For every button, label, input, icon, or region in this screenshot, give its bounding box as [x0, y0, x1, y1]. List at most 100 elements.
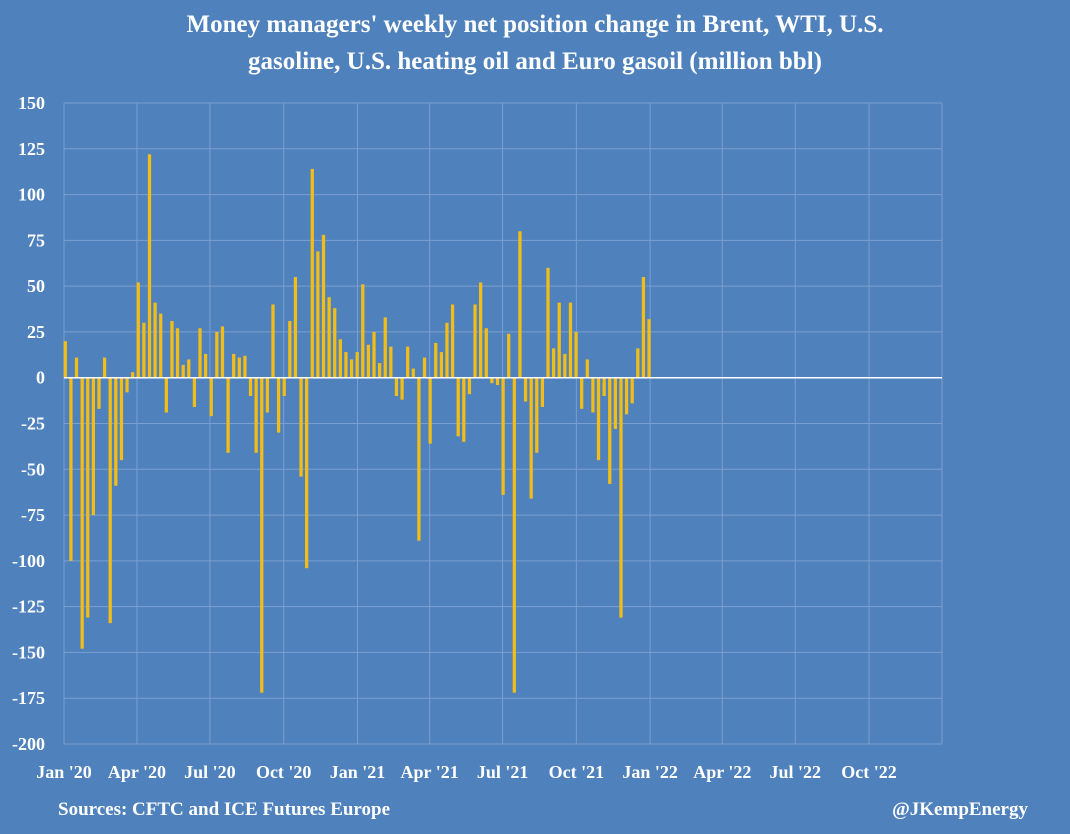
bar: [574, 331, 578, 378]
bar: [265, 377, 269, 413]
bar: [400, 377, 404, 400]
bar: [232, 353, 236, 378]
x-tick-label: Apr '21: [401, 762, 459, 782]
bar: [159, 313, 163, 378]
y-tick-label: -50: [21, 459, 45, 479]
bar: [327, 297, 331, 378]
bar: [226, 377, 230, 453]
bar: [260, 377, 264, 693]
bar: [204, 353, 208, 378]
bar: [248, 377, 253, 397]
y-tick-label: 100: [18, 185, 45, 205]
y-tick-label: -200: [12, 734, 45, 754]
x-tick-label: Apr '20: [108, 762, 166, 782]
bar: [366, 344, 371, 378]
bar: [344, 352, 348, 378]
bar: [91, 377, 95, 516]
bar: [484, 328, 488, 378]
y-tick-label: 150: [18, 93, 45, 113]
bar: [647, 319, 651, 378]
bar: [630, 377, 634, 404]
bar: [288, 320, 292, 378]
bar: [557, 302, 561, 378]
bar: [636, 348, 640, 378]
bar: [479, 282, 483, 378]
x-tick-label: Apr '22: [693, 762, 751, 782]
bar: [372, 331, 376, 378]
y-axis-tick-labels: 150 125 100 75 50 25 0 -25 -50 -75 -100 -125 -150 -17…: [12, 93, 45, 754]
bar: [619, 377, 623, 618]
bar: [389, 346, 393, 378]
y-tick-label: 0: [36, 368, 45, 388]
bar: [271, 304, 275, 378]
bar: [456, 377, 460, 437]
bar: [624, 377, 629, 415]
bar: [585, 359, 589, 378]
bar: [462, 377, 466, 442]
bar: [333, 308, 337, 378]
bar: [596, 377, 601, 461]
bar: [170, 320, 174, 378]
bar: [551, 348, 556, 378]
bar: [164, 377, 168, 413]
bar: [507, 333, 511, 378]
bar: [445, 322, 449, 378]
bar: [175, 328, 180, 378]
bar: [422, 357, 427, 378]
bar: [568, 302, 573, 378]
bar: [473, 304, 477, 378]
bar: [383, 317, 387, 378]
bar: [299, 377, 303, 477]
bar: [349, 359, 354, 378]
bar: [293, 276, 298, 378]
bar: [80, 377, 84, 649]
bar: [613, 377, 617, 429]
bar: [428, 377, 432, 444]
y-tick-label: -150: [12, 642, 45, 662]
bar: [411, 368, 415, 378]
bar: [321, 234, 326, 378]
bar: [495, 377, 500, 386]
bar: [501, 377, 505, 495]
bar: [523, 377, 528, 402]
bar: [254, 377, 258, 453]
bar: [434, 342, 438, 378]
bar: [608, 377, 612, 484]
bar: [361, 284, 365, 378]
bar: [563, 353, 567, 378]
bar: [86, 377, 90, 618]
bar: [518, 231, 522, 378]
bar: [114, 377, 118, 486]
bar: [394, 377, 399, 397]
chart-title: Money managers' weekly net position chan…: [0, 6, 1070, 80]
x-tick-label: Jul '22: [770, 762, 822, 782]
bar: [147, 154, 152, 378]
y-tick-label: -25: [21, 414, 45, 434]
bar: [450, 304, 455, 378]
bar: [131, 372, 135, 378]
bar: [69, 377, 73, 561]
bar: [529, 377, 533, 499]
bar: [97, 377, 101, 409]
bar: [119, 377, 124, 461]
y-tick-label: 50: [27, 276, 45, 296]
bar: [153, 302, 157, 378]
bar: [108, 377, 112, 624]
x-tick-label: Jan '22: [622, 762, 678, 782]
bar: [467, 377, 472, 395]
bar: [136, 282, 140, 378]
bar: [209, 377, 213, 417]
bar: [187, 359, 191, 378]
bar: [102, 357, 107, 378]
bar: [377, 363, 382, 378]
bar: [74, 357, 79, 378]
bar: [220, 326, 225, 378]
x-tick-label: Oct '22: [841, 762, 897, 782]
y-tick-label: 125: [18, 139, 45, 159]
bar-series: [63, 154, 651, 693]
y-tick-label: -75: [21, 505, 45, 525]
bar: [338, 339, 342, 378]
bar: [602, 377, 606, 397]
bar: [198, 328, 202, 378]
chart-title-line-2: gasoline, U.S. heating oil and Euro gaso…: [248, 48, 822, 75]
